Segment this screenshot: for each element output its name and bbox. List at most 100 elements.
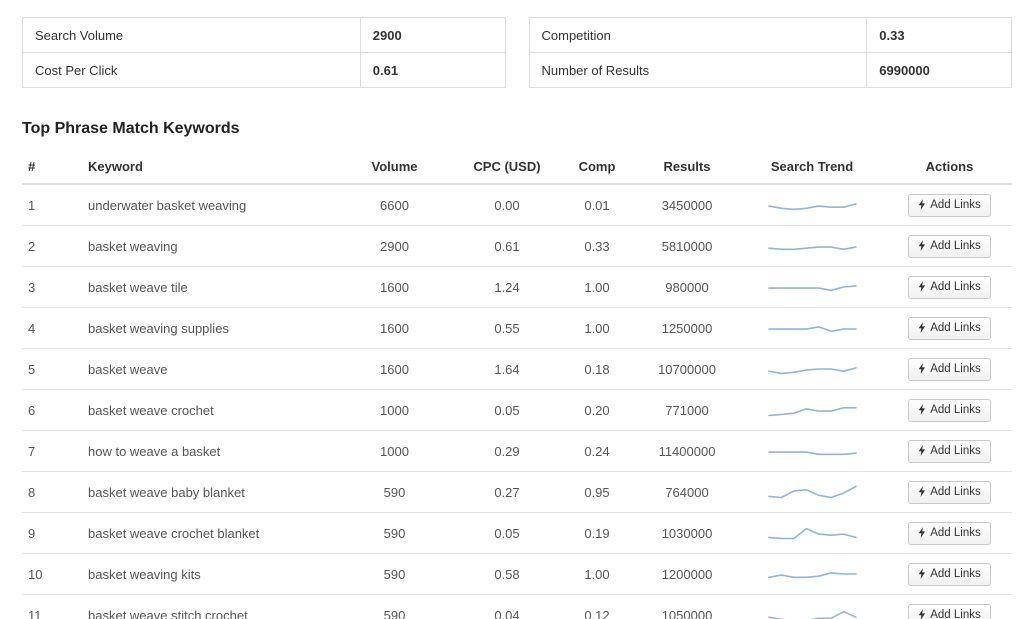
lightning-bolt-icon (918, 404, 926, 415)
sparkline-chart (767, 367, 857, 375)
summary-table-right: Competition 0.33 Number of Results 69900… (528, 17, 1013, 88)
actions-cell: Add Links (887, 307, 1012, 349)
search-trend-cell (737, 471, 887, 513)
rank-cell: 2 (22, 225, 82, 267)
volume-cell: 1600 (332, 348, 457, 390)
sparkline-chart (767, 610, 857, 619)
cpc-cell: 1.64 (457, 348, 557, 390)
add-links-button[interactable]: Add Links (908, 275, 991, 299)
add-links-button[interactable]: Add Links (908, 562, 991, 586)
sparkline-chart (767, 527, 857, 540)
column-header-keyword: Keyword (82, 150, 332, 185)
comp-cell: 0.01 (557, 184, 637, 226)
search-trend-cell (737, 553, 887, 595)
comp-cell: 0.18 (557, 348, 637, 390)
keywords-table: # Keyword Volume CPC (USD) Comp Results … (22, 150, 1012, 619)
cpc-cell: 0.29 (457, 430, 557, 472)
add-links-button[interactable]: Add Links (908, 521, 991, 545)
results-cell: 1250000 (637, 307, 737, 349)
sparkline-chart (767, 407, 857, 417)
table-row: 1 underwater basket weaving 6600 0.00 0.… (22, 184, 1012, 226)
column-header-rank: # (22, 150, 82, 185)
actions-cell: Add Links (887, 430, 1012, 472)
cpc-cell: 1.24 (457, 266, 557, 308)
search-trend-cell (737, 594, 887, 619)
add-links-label: Add Links (930, 567, 981, 580)
sparkline-chart (767, 203, 857, 211)
rank-cell: 11 (22, 594, 82, 619)
volume-cell: 590 (332, 512, 457, 554)
search-trend-cell (737, 225, 887, 267)
keyword-cell: basket weave crochet (82, 389, 332, 431)
lightning-bolt-icon (918, 486, 926, 497)
column-header-actions: Actions (887, 150, 1012, 185)
add-links-button[interactable]: Add Links (908, 603, 991, 619)
table-row: 8 basket weave baby blanket 590 0.27 0.9… (22, 471, 1012, 513)
add-links-button[interactable]: Add Links (908, 398, 991, 422)
column-header-search-trend: Search Trend (737, 150, 887, 185)
page-title: Top Phrase Match Keywords (22, 120, 240, 137)
lightning-bolt-icon (918, 322, 926, 333)
actions-cell: Add Links (887, 266, 1012, 308)
cpc-cell: 0.61 (457, 225, 557, 267)
add-links-label: Add Links (930, 198, 981, 211)
table-row: 9 basket weave crochet blanket 590 0.05 … (22, 512, 1012, 554)
rank-cell: 10 (22, 553, 82, 595)
competition-label: Competition (528, 17, 868, 53)
rank-cell: 9 (22, 512, 82, 554)
search-volume-label: Search Volume (22, 17, 361, 53)
volume-cell: 1000 (332, 430, 457, 472)
table-row: 2 basket weaving 2900 0.61 0.33 5810000 … (22, 225, 1012, 267)
cpc-cell: 0.58 (457, 553, 557, 595)
keyword-cell: basket weaving kits (82, 553, 332, 595)
actions-cell: Add Links (887, 553, 1012, 595)
competition-value: 0.33 (866, 17, 1012, 53)
rank-cell: 3 (22, 266, 82, 308)
keyword-cell: basket weave crochet blanket (82, 512, 332, 554)
summary-table-left: Search Volume 2900 Cost Per Click 0.61 (22, 17, 506, 88)
rank-cell: 8 (22, 471, 82, 513)
rank-cell: 6 (22, 389, 82, 431)
sparkline-chart (767, 326, 857, 333)
results-cell: 10700000 (637, 348, 737, 390)
search-trend-cell (737, 389, 887, 431)
volume-cell: 6600 (332, 184, 457, 226)
sparkline-chart (767, 485, 857, 499)
cpc-cell: 0.05 (457, 389, 557, 431)
lightning-bolt-icon (918, 281, 926, 292)
add-links-button[interactable]: Add Links (908, 439, 991, 463)
rank-cell: 4 (22, 307, 82, 349)
lightning-bolt-icon (918, 240, 926, 251)
column-header-cpc: CPC (USD) (457, 150, 557, 185)
cpc-cell: 0.27 (457, 471, 557, 513)
table-row: 6 basket weave crochet 1000 0.05 0.20 77… (22, 389, 1012, 431)
add-links-button[interactable]: Add Links (908, 480, 991, 504)
keyword-cell: how to weave a basket (82, 430, 332, 472)
add-links-button[interactable]: Add Links (908, 193, 991, 217)
table-row: 4 basket weaving supplies 1600 0.55 1.00… (22, 307, 1012, 349)
cpc-cell: 0.05 (457, 512, 557, 554)
results-cell: 1030000 (637, 512, 737, 554)
add-links-label: Add Links (930, 321, 981, 334)
add-links-button[interactable]: Add Links (908, 357, 991, 381)
volume-cell: 590 (332, 553, 457, 595)
comp-cell: 0.33 (557, 225, 637, 267)
cpc-cell: 0.04 (457, 594, 557, 619)
lightning-bolt-icon (918, 363, 926, 374)
results-cell: 5810000 (637, 225, 737, 267)
actions-cell: Add Links (887, 184, 1012, 226)
volume-cell: 1000 (332, 389, 457, 431)
column-header-results: Results (637, 150, 737, 185)
volume-cell: 1600 (332, 266, 457, 308)
comp-cell: 0.19 (557, 512, 637, 554)
results-cell: 1200000 (637, 553, 737, 595)
lightning-bolt-icon (918, 568, 926, 579)
cost-per-click-label: Cost Per Click (22, 52, 361, 88)
add-links-button[interactable]: Add Links (908, 234, 991, 258)
rank-cell: 1 (22, 184, 82, 226)
add-links-button[interactable]: Add Links (908, 316, 991, 340)
actions-cell: Add Links (887, 471, 1012, 513)
add-links-label: Add Links (930, 444, 981, 457)
sparkline-chart (767, 285, 857, 292)
keyword-cell: underwater basket weaving (82, 184, 332, 226)
